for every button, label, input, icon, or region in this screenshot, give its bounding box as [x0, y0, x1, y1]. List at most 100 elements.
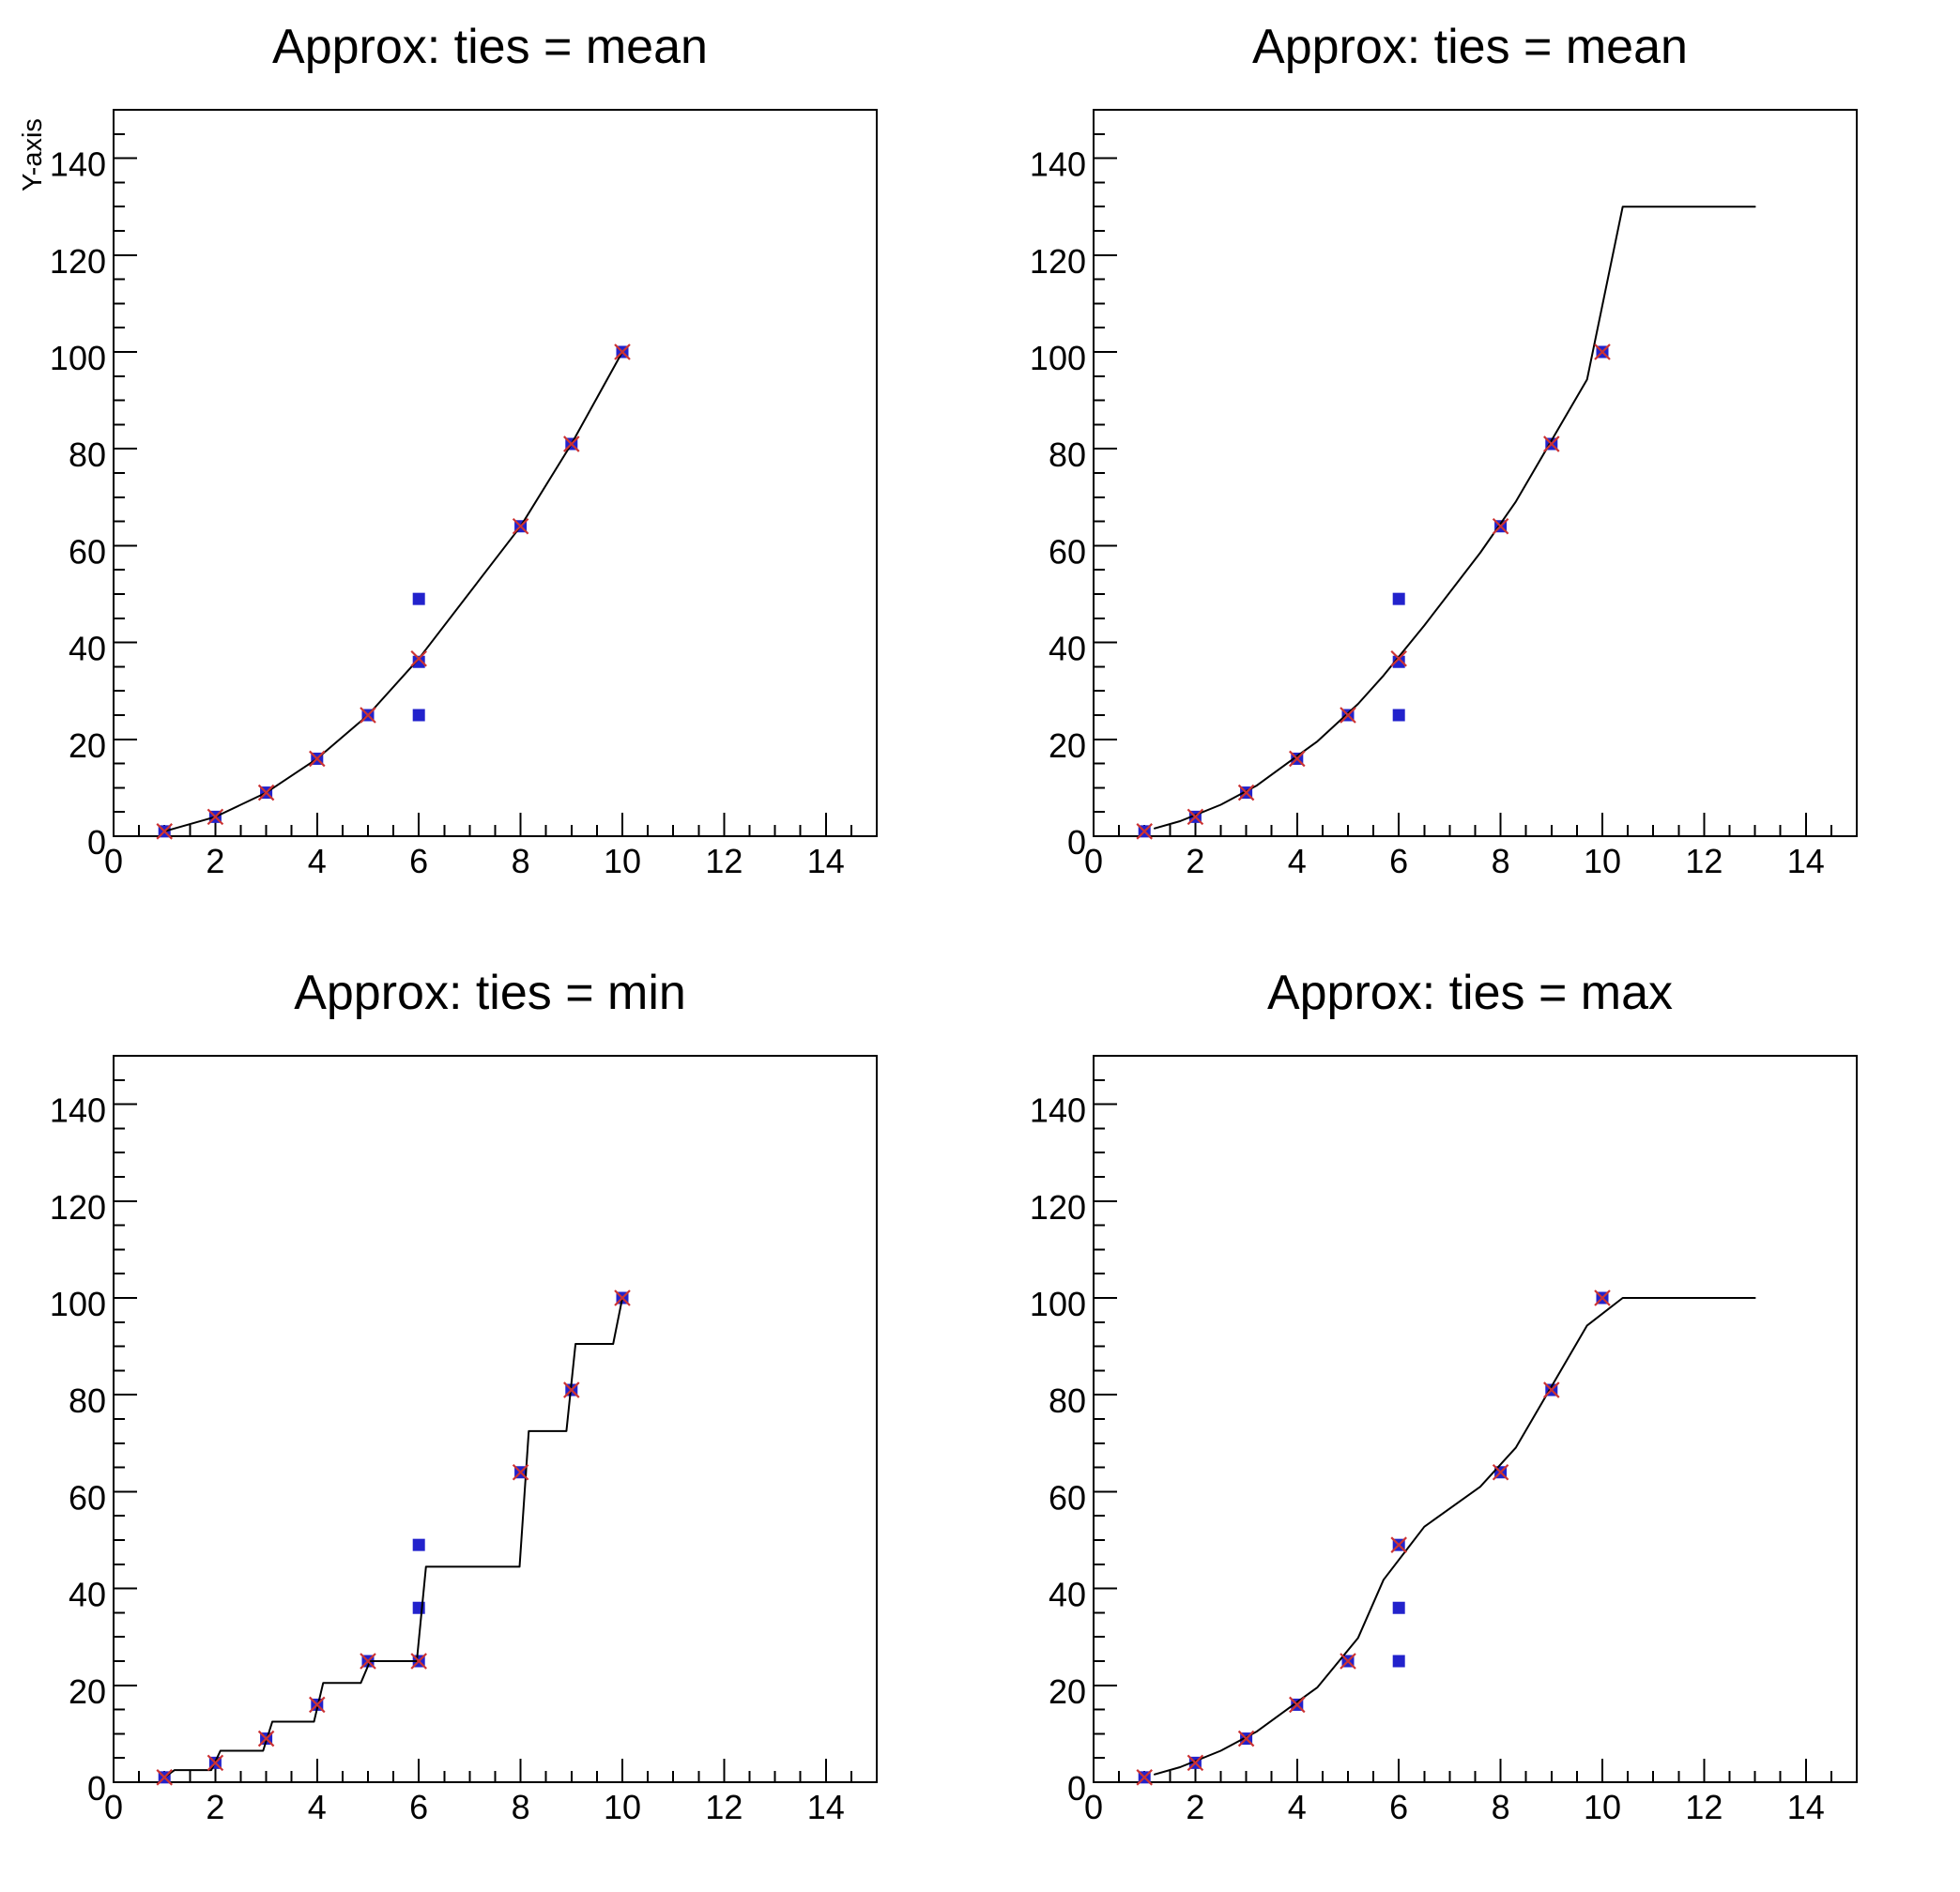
y-tick-label: 40 [69, 1576, 106, 1614]
input-point-marker [412, 1538, 425, 1551]
approx-node-cross [410, 650, 427, 667]
approx-node-cross [156, 1769, 173, 1786]
plot-frame [1093, 109, 1858, 837]
input-point-marker [1392, 592, 1405, 605]
x-tick-label: 0 [1084, 1788, 1103, 1826]
approx-node-cross [1136, 823, 1153, 840]
y-tick-label: 120 [50, 1188, 106, 1227]
approx-node-cross [1492, 517, 1509, 535]
plot-frame [113, 1055, 878, 1783]
x-tick-label: 12 [705, 842, 743, 880]
y-tick-label: 80 [1049, 435, 1086, 474]
x-tick-label: 2 [1186, 1788, 1204, 1826]
approx-node-cross [309, 750, 326, 768]
x-tick-label: 4 [308, 1788, 327, 1826]
plot-title: Approx: ties = max [1266, 966, 1674, 1020]
pad-ties-min: Approx: ties = min 0 2 4 6 8 10 12 14 0 20 40 60 80 1… [0, 946, 980, 1892]
y-tick-label: 60 [1049, 532, 1086, 571]
approx-curve [163, 1297, 623, 1778]
x-tick-label: 8 [512, 842, 530, 880]
approx-node-cross [1187, 808, 1204, 826]
pad-ties-mean-1: Approx: ties = mean Y-axis 0 2 4 6 8 10 12 14 0 2… [0, 0, 980, 946]
approx-node-cross [1492, 1463, 1509, 1481]
y-tick-label: 0 [87, 1769, 106, 1808]
x-tick-label: 6 [1389, 1788, 1408, 1826]
input-point-marker [412, 709, 425, 722]
y-tick-label: 120 [1030, 242, 1086, 281]
y-tick-label: 20 [69, 726, 106, 765]
y-tick-label: 20 [1049, 726, 1086, 765]
approx-node-cross [1390, 650, 1407, 667]
approx-node-cross [1289, 750, 1306, 768]
approx-node-cross [257, 784, 275, 801]
y-tick-label: 80 [69, 435, 106, 474]
x-tick-label: 4 [1288, 842, 1307, 880]
x-tick-label: 6 [409, 842, 428, 880]
y-tick-label: 80 [1049, 1381, 1086, 1420]
x-tick-label: 4 [1288, 1788, 1307, 1826]
approx-curve [1154, 206, 1756, 830]
y-tick-label: 0 [1067, 823, 1086, 862]
y-tick-label: 80 [69, 1381, 106, 1420]
input-point-marker [1392, 655, 1405, 668]
y-tick-label: 140 [1030, 145, 1086, 184]
plot-frame [1093, 1055, 1858, 1783]
pad-ties-mean-2: Approx: ties = mean 0 2 4 6 8 10 12 14 0 20 40 60 80… [980, 0, 1960, 946]
plot-title: Approx: ties = mean [1252, 20, 1688, 74]
approx-node-cross [1543, 435, 1560, 452]
x-tick-label: 8 [1492, 1788, 1510, 1826]
x-tick-label: 2 [206, 1788, 224, 1826]
x-tick-label: 0 [104, 842, 123, 880]
x-tick-label: 6 [1389, 842, 1408, 880]
x-tick-label: 2 [1186, 842, 1204, 880]
y-tick-label: 140 [50, 145, 106, 184]
x-tick-label: 4 [308, 842, 327, 880]
x-tick-label: 8 [512, 1788, 530, 1826]
input-point-marker [1392, 1601, 1405, 1614]
plot-title: Approx: ties = min [294, 966, 686, 1020]
approx-node-cross [1187, 1754, 1204, 1772]
x-tick-label: 12 [1685, 842, 1723, 880]
approx-node-cross [1594, 1289, 1611, 1306]
y-tick-label: 20 [69, 1672, 106, 1711]
input-point-marker [412, 592, 425, 605]
x-tick-label: 0 [1084, 842, 1103, 880]
y-tick-label: 40 [1049, 1576, 1086, 1614]
y-tick-label: 140 [50, 1091, 106, 1130]
x-tick-label: 10 [1584, 842, 1621, 880]
approx-curve [163, 351, 623, 832]
x-tick-label: 12 [1685, 1788, 1723, 1826]
y-tick-label: 100 [1030, 1285, 1086, 1323]
y-tick-label: 140 [1030, 1091, 1086, 1130]
approx-node-cross [563, 1381, 580, 1398]
x-tick-label: 14 [807, 1788, 845, 1826]
approx-node-cross [512, 517, 529, 535]
x-tick-label: 8 [1492, 842, 1510, 880]
approx-node-cross [1543, 1381, 1560, 1398]
approx-node-cross [360, 707, 376, 724]
x-tick-label: 10 [604, 842, 641, 880]
y-tick-label: 60 [1049, 1478, 1086, 1517]
input-point-marker [412, 655, 425, 668]
approx-node-cross [1340, 1653, 1356, 1670]
approx-node-cross [1237, 1730, 1255, 1747]
approx-node-cross [1289, 1696, 1306, 1714]
y-tick-label: 20 [1049, 1672, 1086, 1711]
y-tick-label: 60 [69, 1478, 106, 1517]
y-tick-label: 60 [69, 532, 106, 571]
x-tick-label: 14 [1787, 842, 1825, 880]
x-tick-label: 2 [206, 842, 224, 880]
y-tick-label: 100 [50, 339, 106, 377]
input-point-marker [1392, 709, 1405, 722]
x-tick-label: 6 [409, 1788, 428, 1826]
pad-ties-max: Approx: ties = max 0 2 4 6 8 10 12 14 0 20 40 60 80 1… [980, 946, 1960, 1892]
approx-node-cross [614, 1289, 631, 1306]
y-tick-label: 120 [1030, 1188, 1086, 1227]
approx-node-cross [309, 1696, 326, 1714]
x-tick-label: 10 [1584, 1788, 1621, 1826]
approx-node-cross [512, 1463, 529, 1481]
